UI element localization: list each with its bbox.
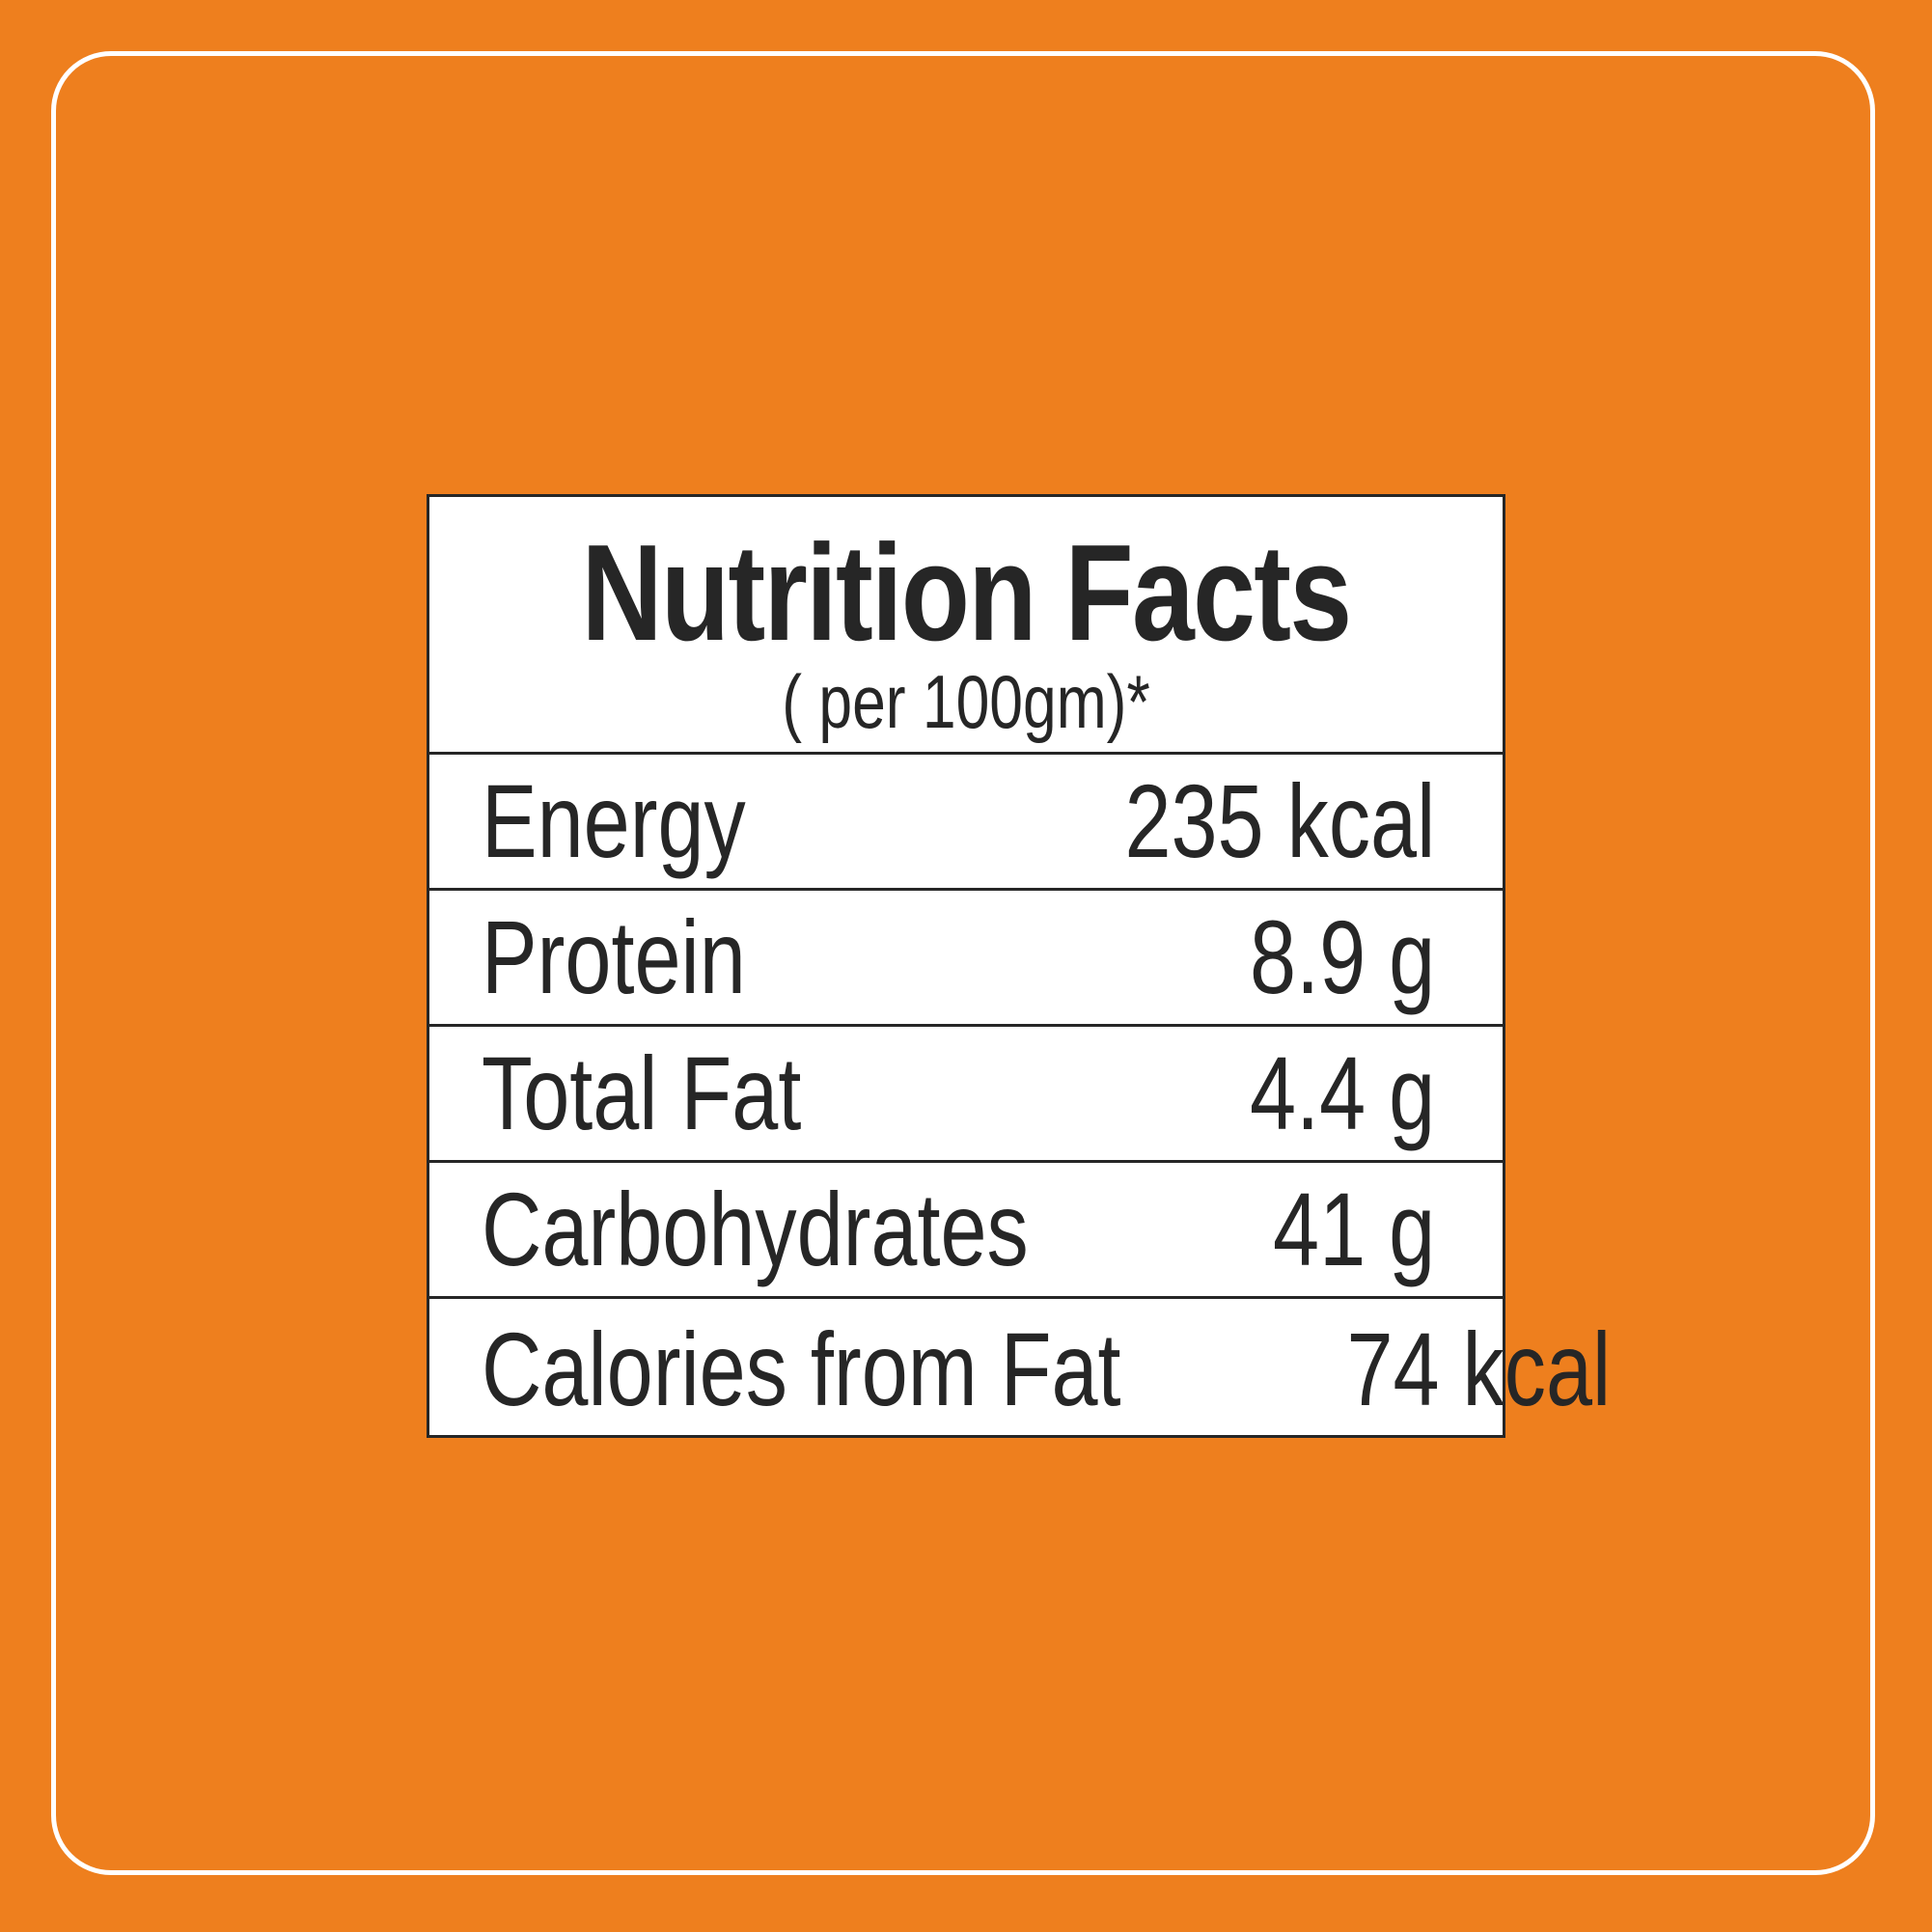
table-row: Calories from Fat 74 kcal	[429, 1299, 1611, 1439]
nutrient-value: 8.9 g	[1249, 898, 1435, 1015]
nutrient-value: 41 g	[1272, 1171, 1435, 1287]
table-row: Energy 235 kcal	[429, 755, 1503, 891]
table-row: Total Fat 4.4 g	[429, 1027, 1503, 1163]
nutrition-facts-table: Nutrition Facts ( per 100gm)* Energy 235 …	[427, 494, 1611, 1439]
nutrient-value: 4.4 g	[1249, 1035, 1435, 1151]
nutrient-label: Total Fat	[482, 1035, 802, 1151]
table-subtitle: ( per 100gm)*	[782, 659, 1150, 744]
table-row: Carbohydrates 41 g	[429, 1163, 1503, 1299]
decorative-border	[51, 51, 1875, 1875]
nutrient-label: Calories from Fat	[482, 1310, 1121, 1427]
table-row: Protein 8.9 g	[429, 891, 1503, 1027]
nutrient-label: Energy	[482, 762, 746, 879]
table-title: Nutrition Facts	[581, 516, 1353, 670]
nutrient-label: Protein	[482, 898, 746, 1015]
nutrient-label: Carbohydrates	[482, 1171, 1029, 1287]
nutrient-value: 74 kcal	[1346, 1310, 1612, 1427]
table-header: Nutrition Facts ( per 100gm)*	[429, 497, 1503, 755]
nutrient-value: 235 kcal	[1124, 762, 1435, 879]
